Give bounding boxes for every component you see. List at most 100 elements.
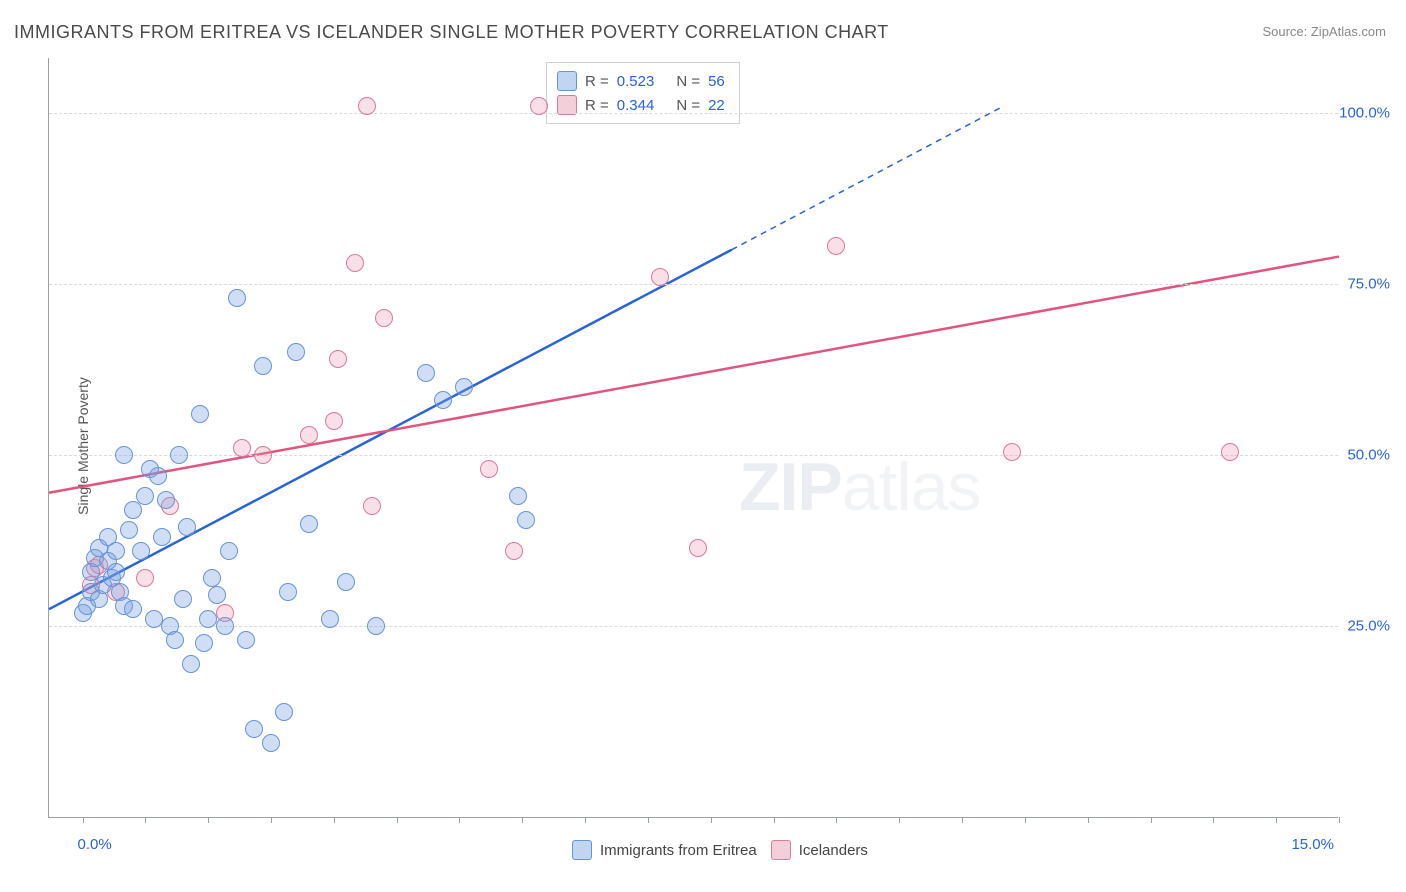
x-tick-mark — [836, 817, 837, 823]
data-point-eritrea — [199, 610, 217, 628]
x-tick-mark — [711, 817, 712, 823]
data-point-icelanders — [300, 426, 318, 444]
source-attribution: Source: ZipAtlas.com — [1262, 24, 1386, 39]
data-point-eritrea — [208, 586, 226, 604]
legend-swatch-icon — [572, 840, 592, 860]
data-point-icelanders — [689, 539, 707, 557]
data-point-eritrea — [216, 617, 234, 635]
x-tick-mark — [774, 817, 775, 823]
data-point-eritrea — [191, 405, 209, 423]
x-tick-mark — [1088, 817, 1089, 823]
data-point-eritrea — [166, 631, 184, 649]
x-tick-label: 0.0% — [78, 836, 112, 853]
data-point-eritrea — [124, 501, 142, 519]
data-point-eritrea — [254, 357, 272, 375]
legend-item-eritrea: Immigrants from Eritrea — [572, 840, 757, 860]
data-point-icelanders — [480, 460, 498, 478]
data-point-eritrea — [153, 528, 171, 546]
y-tick-label: 75.0% — [1347, 275, 1390, 292]
grid-line — [49, 113, 1338, 114]
x-tick-mark — [1151, 817, 1152, 823]
y-tick-label: 25.0% — [1347, 618, 1390, 635]
source-prefix: Source: — [1262, 24, 1310, 39]
x-tick-mark — [83, 817, 84, 823]
data-point-icelanders — [827, 237, 845, 255]
stat-label: R = — [585, 97, 609, 114]
data-point-eritrea — [107, 563, 125, 581]
data-point-eritrea — [417, 364, 435, 382]
data-point-eritrea — [178, 518, 196, 536]
data-point-icelanders — [325, 412, 343, 430]
data-point-icelanders — [136, 569, 154, 587]
data-point-eritrea — [107, 542, 125, 560]
watermark: ZIPatlas — [739, 448, 980, 526]
data-point-eritrea — [287, 343, 305, 361]
data-point-eritrea — [132, 542, 150, 560]
data-point-eritrea — [237, 631, 255, 649]
stat-n-value: 56 — [708, 73, 725, 90]
data-point-icelanders — [375, 309, 393, 327]
x-tick-mark — [1025, 817, 1026, 823]
x-tick-mark — [1339, 817, 1340, 823]
data-point-eritrea — [145, 610, 163, 628]
x-tick-mark — [585, 817, 586, 823]
stats-legend: R =0.523N =56R =0.344N =22 — [546, 62, 740, 124]
data-point-eritrea — [367, 617, 385, 635]
x-tick-mark — [397, 817, 398, 823]
trend-line-extrapolated — [732, 106, 1004, 250]
data-point-icelanders — [505, 542, 523, 560]
data-point-eritrea — [517, 511, 535, 529]
series-legend: Immigrants from Eritrea Icelanders — [572, 840, 868, 860]
stat-n-value: 22 — [708, 97, 725, 114]
data-point-eritrea — [275, 703, 293, 721]
stat-label: N = — [676, 73, 700, 90]
data-point-eritrea — [120, 521, 138, 539]
data-point-eritrea — [300, 515, 318, 533]
stat-r-value: 0.344 — [617, 97, 655, 114]
stat-label: N = — [676, 97, 700, 114]
stats-row-eritrea: R =0.523N =56 — [557, 69, 725, 93]
y-tick-label: 50.0% — [1347, 447, 1390, 464]
legend-swatch-icon — [771, 840, 791, 860]
x-tick-mark — [459, 817, 460, 823]
legend-label: Immigrants from Eritrea — [600, 842, 757, 859]
data-point-eritrea — [124, 600, 142, 618]
x-tick-mark — [899, 817, 900, 823]
stat-label: R = — [585, 73, 609, 90]
x-tick-mark — [522, 817, 523, 823]
watermark-light: atlas — [842, 449, 981, 525]
data-point-eritrea — [321, 610, 339, 628]
x-tick-mark — [648, 817, 649, 823]
data-point-icelanders — [233, 439, 251, 457]
data-point-eritrea — [220, 542, 238, 560]
data-point-eritrea — [115, 446, 133, 464]
x-tick-mark — [962, 817, 963, 823]
x-tick-mark — [1213, 817, 1214, 823]
legend-label: Icelanders — [799, 842, 868, 859]
x-tick-mark — [1276, 817, 1277, 823]
data-point-eritrea — [174, 590, 192, 608]
data-point-icelanders — [346, 254, 364, 272]
data-point-icelanders — [530, 97, 548, 115]
scatter-plot-area: ZIPatlas R =0.523N =56R =0.344N =22 — [48, 58, 1338, 818]
data-point-icelanders — [363, 497, 381, 515]
data-point-icelanders — [651, 268, 669, 286]
data-point-eritrea — [245, 720, 263, 738]
data-point-icelanders — [254, 446, 272, 464]
data-point-eritrea — [157, 491, 175, 509]
data-point-icelanders — [329, 350, 347, 368]
data-point-eritrea — [195, 634, 213, 652]
x-tick-mark — [145, 817, 146, 823]
data-point-eritrea — [203, 569, 221, 587]
source-name: ZipAtlas.com — [1311, 24, 1386, 39]
x-tick-mark — [334, 817, 335, 823]
data-point-eritrea — [337, 573, 355, 591]
data-point-eritrea — [136, 487, 154, 505]
data-point-eritrea — [170, 446, 188, 464]
data-point-eritrea — [434, 391, 452, 409]
trendlines-svg — [49, 58, 1339, 818]
legend-swatch-icon — [557, 71, 577, 91]
data-point-eritrea — [509, 487, 527, 505]
data-point-icelanders — [358, 97, 376, 115]
data-point-eritrea — [149, 467, 167, 485]
